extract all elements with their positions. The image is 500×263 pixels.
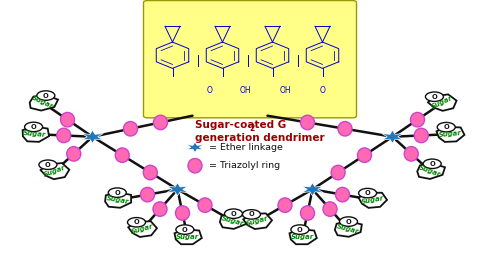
Text: Sugar: Sugar [23, 130, 47, 138]
Polygon shape [220, 213, 247, 229]
Ellipse shape [278, 198, 292, 213]
Ellipse shape [410, 113, 424, 127]
Text: 2: 2 [249, 124, 254, 133]
Text: Sugar-coated G: Sugar-coated G [195, 120, 286, 130]
Circle shape [37, 91, 55, 100]
Ellipse shape [144, 165, 158, 180]
Circle shape [224, 209, 242, 219]
Ellipse shape [57, 128, 71, 143]
Circle shape [291, 225, 309, 234]
Text: O: O [432, 94, 438, 100]
Polygon shape [30, 95, 58, 110]
Ellipse shape [124, 122, 138, 136]
Text: generation dendrimer: generation dendrimer [195, 133, 324, 143]
Circle shape [340, 217, 357, 226]
Text: = Ether linkage: = Ether linkage [209, 143, 283, 152]
Circle shape [176, 225, 194, 234]
Circle shape [24, 122, 42, 132]
Polygon shape [428, 94, 456, 111]
Ellipse shape [300, 115, 314, 130]
Ellipse shape [115, 148, 129, 162]
Text: O: O [43, 93, 49, 99]
Text: Sugar: Sugar [43, 164, 67, 178]
Text: O: O [230, 211, 236, 217]
Circle shape [108, 188, 126, 197]
Circle shape [128, 218, 146, 227]
Text: O: O [364, 190, 370, 196]
Text: Sugar: Sugar [336, 223, 359, 235]
Text: Sugar: Sugar [30, 95, 54, 110]
Text: O: O [114, 190, 120, 196]
Ellipse shape [404, 147, 418, 161]
Text: Sugar: Sugar [176, 234, 199, 240]
Text: Sugar: Sugar [291, 234, 314, 240]
Text: Sugar: Sugar [438, 130, 462, 138]
Polygon shape [417, 163, 445, 179]
Polygon shape [40, 163, 70, 179]
Ellipse shape [414, 128, 428, 143]
Ellipse shape [154, 115, 168, 130]
Text: O: O [45, 162, 51, 168]
Polygon shape [166, 183, 188, 196]
Text: O: O [207, 86, 213, 95]
Text: O: O [134, 219, 140, 225]
Text: Sugar: Sugar [106, 195, 130, 205]
Circle shape [437, 123, 455, 132]
Ellipse shape [153, 202, 167, 216]
Ellipse shape [300, 206, 314, 220]
Text: O: O [30, 124, 36, 130]
Circle shape [426, 92, 444, 102]
Polygon shape [382, 130, 404, 143]
Polygon shape [186, 142, 204, 153]
Polygon shape [174, 229, 202, 244]
Circle shape [358, 188, 376, 198]
Text: O: O [444, 124, 449, 130]
Polygon shape [436, 127, 464, 142]
Text: Sugar: Sugar [430, 95, 454, 110]
Ellipse shape [198, 198, 212, 213]
Polygon shape [290, 229, 317, 244]
Polygon shape [82, 130, 104, 143]
Ellipse shape [67, 147, 81, 161]
Polygon shape [105, 192, 131, 208]
Text: Sugar: Sugar [360, 195, 384, 205]
Circle shape [423, 159, 441, 169]
Polygon shape [302, 183, 324, 196]
Ellipse shape [140, 187, 154, 202]
Polygon shape [22, 127, 49, 142]
Ellipse shape [336, 187, 349, 202]
Ellipse shape [60, 113, 74, 127]
Circle shape [39, 160, 57, 169]
Text: O: O [297, 227, 303, 232]
Polygon shape [244, 213, 272, 229]
Ellipse shape [323, 202, 337, 216]
Polygon shape [358, 193, 387, 208]
Ellipse shape [188, 158, 202, 173]
Text: = Triazolyl ring: = Triazolyl ring [209, 161, 280, 170]
Polygon shape [128, 221, 157, 237]
Circle shape [242, 210, 260, 219]
Text: O: O [182, 227, 188, 232]
Ellipse shape [331, 165, 345, 180]
Text: OH: OH [239, 86, 251, 95]
Text: Sugar: Sugar [130, 223, 154, 235]
Text: O: O [248, 211, 254, 218]
Ellipse shape [358, 148, 372, 162]
Text: OH: OH [279, 86, 291, 95]
FancyBboxPatch shape [144, 1, 356, 118]
Text: Sugar: Sugar [246, 215, 270, 227]
Text: O: O [346, 219, 352, 225]
Text: Sugar: Sugar [220, 215, 244, 227]
Ellipse shape [176, 206, 190, 220]
Text: O: O [320, 86, 326, 95]
Text: O: O [430, 161, 435, 167]
Ellipse shape [338, 122, 352, 136]
Polygon shape [335, 221, 362, 237]
Text: Sugar: Sugar [418, 164, 442, 178]
